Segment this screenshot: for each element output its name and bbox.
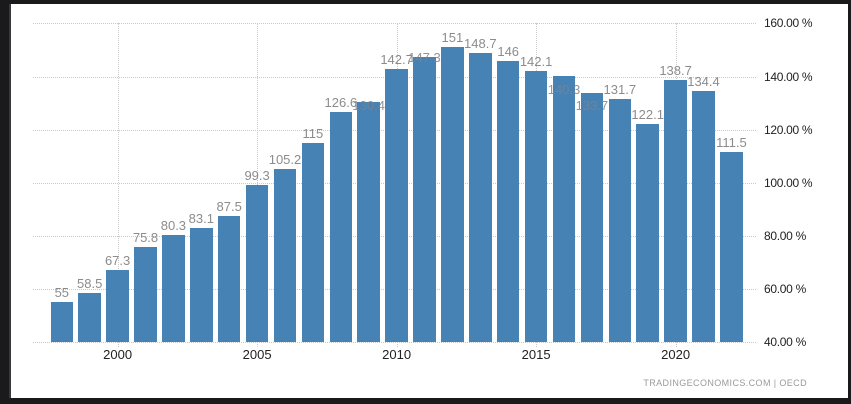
bar-2000[interactable] (106, 269, 129, 342)
y-axis-tick-140: 140.00 % (764, 69, 813, 84)
bar-label-2019: 122.1 (631, 107, 664, 123)
bar-1998[interactable] (50, 302, 74, 342)
y-axis-tick-100: 100.00 % (764, 175, 813, 190)
bar-label-2016: 140.3 (547, 81, 581, 97)
x-axis-tick-2010: 2010 (382, 347, 412, 362)
bar-2010[interactable] (385, 69, 408, 342)
bar-label-2002: 80.3 (160, 218, 187, 233)
x-axis-tick-2005: 2005 (242, 347, 272, 362)
x-axis-tick-2020: 2020 (661, 347, 691, 362)
bar-2006[interactable] (273, 168, 297, 342)
bar-label-2013: 148.7 (464, 36, 497, 52)
bar-label-2017: 133.7 (575, 98, 609, 114)
bar-2007[interactable] (301, 142, 325, 342)
bar-label-2015: 142.1 (519, 53, 553, 69)
bar-2014[interactable] (496, 60, 520, 342)
bar-2017[interactable] (580, 93, 604, 342)
bar-label-2007: 115 (302, 125, 324, 141)
bar-label-2021: 134.4 (687, 74, 720, 90)
bar-label-2006: 105.2 (268, 151, 302, 167)
bar-label-2009: 130.4 (352, 97, 385, 113)
bar-2016[interactable] (552, 75, 576, 342)
y-axis-tick-160: 160.00 % (764, 16, 813, 31)
bar-label-2022: 111.5 (716, 135, 747, 151)
x-axis-tick-2015: 2015 (521, 347, 551, 362)
bar-2001[interactable] (134, 246, 157, 342)
bar-2021[interactable] (692, 91, 715, 342)
y-axis-tick-60: 60.00 % (764, 281, 806, 296)
bar-label-2004: 87.5 (216, 198, 242, 214)
bar-1999[interactable] (78, 292, 101, 342)
bar-label-2011: 147.3 (408, 50, 441, 66)
bar-2020[interactable] (664, 79, 687, 342)
bar-2002[interactable] (162, 235, 185, 342)
bar-2015[interactable] (524, 70, 548, 342)
bar-label-2010: 142.7 (380, 52, 413, 68)
bar-2012[interactable] (441, 47, 464, 342)
y-axis-tick-80: 80.00 % (764, 228, 806, 243)
bar-label-2018: 131.7 (603, 81, 637, 97)
x-axis-tick-2000: 2000 (103, 347, 133, 362)
gridline-year-2000 (117, 23, 119, 347)
attribution-text: TRADINGECONOMICS.COM | OECD (643, 378, 807, 388)
bar-2004[interactable] (217, 215, 241, 342)
gridline-160pct (33, 23, 756, 25)
bar-label-2001: 75.8 (132, 229, 159, 245)
y-axis-tick-120: 120.00 % (764, 122, 813, 137)
y-axis-tick-40: 40.00 % (764, 335, 806, 349)
bar-label-2005: 99.3 (244, 167, 270, 183)
bar-2018[interactable] (608, 98, 632, 342)
bar-label-2014: 146 (497, 43, 520, 59)
gridline-40pct (33, 342, 756, 343)
bar-2011[interactable] (413, 57, 436, 342)
window-frame-top (0, 0, 851, 4)
bar-2008[interactable] (329, 112, 353, 342)
bar-2022[interactable] (720, 152, 743, 342)
window-frame-left (0, 0, 11, 404)
bar-label-1998: 55 (54, 285, 70, 301)
bar-2019[interactable] (636, 124, 659, 342)
bar-label-2000: 67.3 (104, 252, 131, 268)
bar-label-1999: 58.5 (77, 275, 103, 291)
window-frame-right (848, 0, 851, 404)
bar-label-2012: 151 (441, 30, 464, 46)
bar-2009[interactable] (357, 101, 380, 342)
bar-label-2003: 83.1 (188, 210, 214, 226)
bar-2005[interactable] (245, 184, 269, 342)
bar-2013[interactable] (469, 53, 492, 342)
bar-label-2020: 138.7 (659, 62, 692, 78)
bar-label-2008: 126.6 (324, 95, 358, 111)
bar-2003[interactable] (190, 227, 213, 342)
window-frame-bottom (0, 398, 851, 404)
